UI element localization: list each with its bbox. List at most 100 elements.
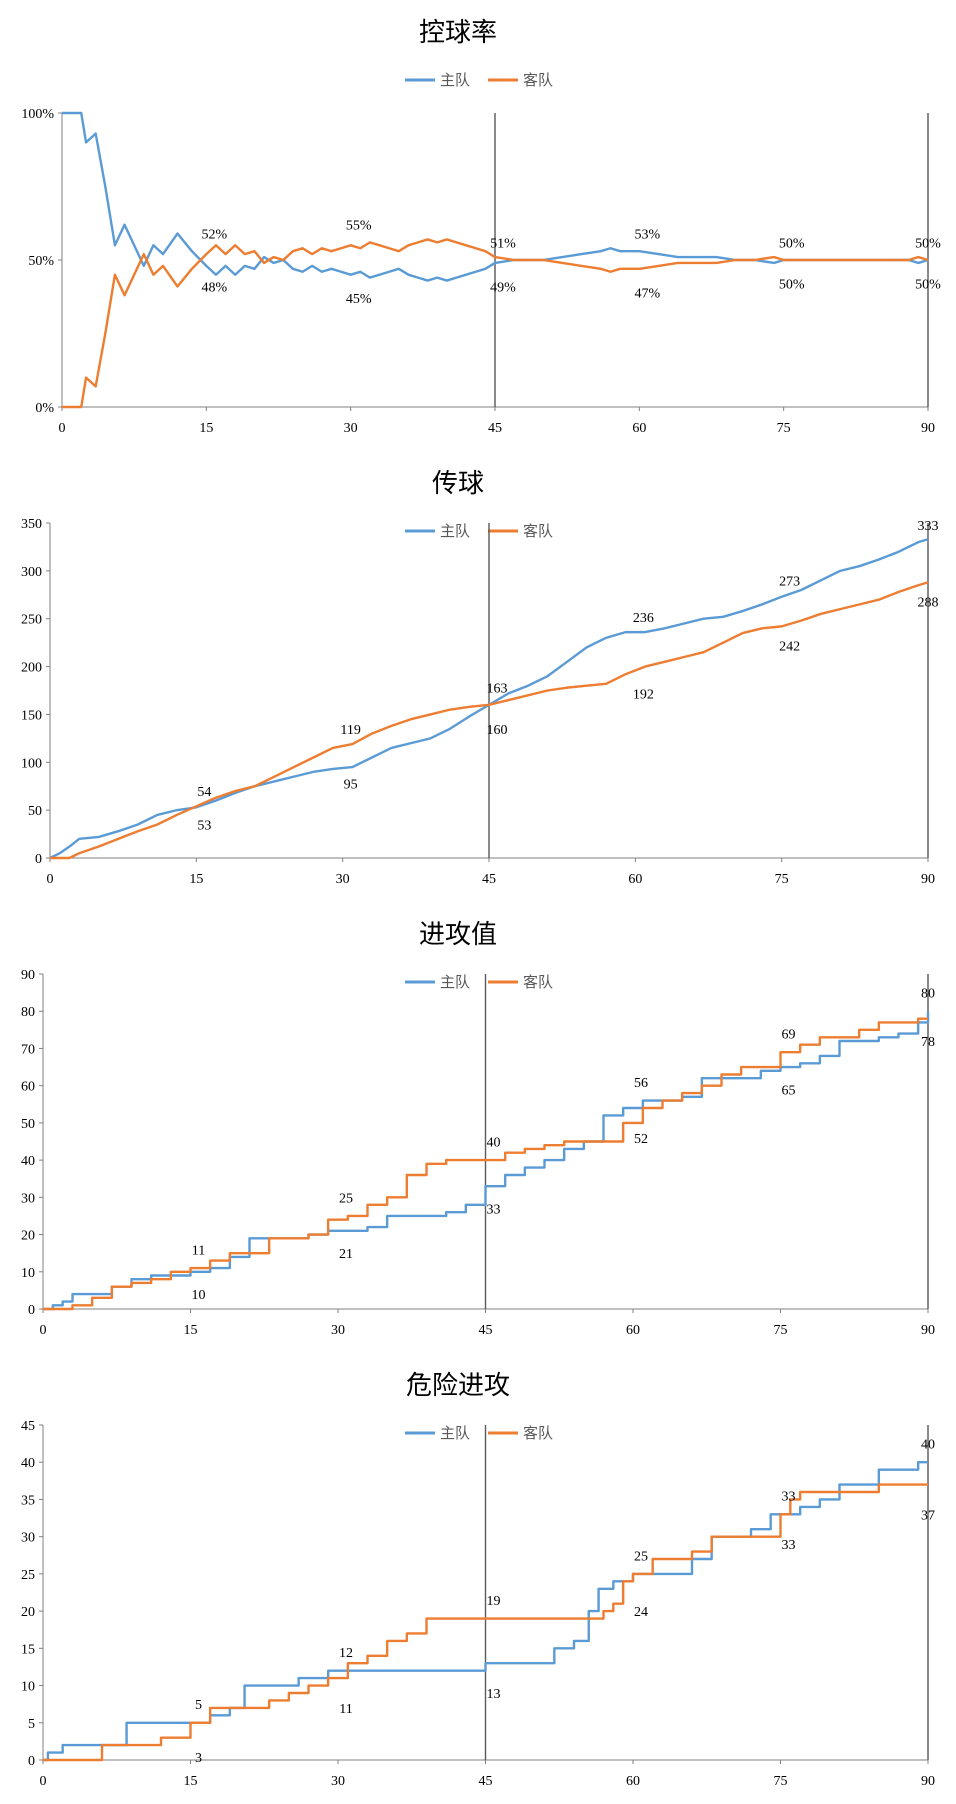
data-label: 33: [487, 1203, 501, 1218]
chart-title: 危险进攻: [406, 1371, 510, 1401]
legend-label-1: 客队: [523, 71, 553, 89]
x-tick-label: 30: [336, 872, 350, 887]
series-line-0: [43, 1011, 930, 1311]
chart-title: 传球: [432, 469, 484, 499]
x-tick-label: 45: [479, 1774, 493, 1789]
data-label: 119: [340, 723, 360, 738]
data-label: 5: [195, 1698, 202, 1713]
data-label: 25: [339, 1191, 353, 1206]
y-tick-label: 300: [21, 565, 42, 580]
y-tick-label: 25: [21, 1568, 35, 1583]
y-tick-label: 70: [21, 1042, 35, 1057]
data-label: 52: [634, 1132, 648, 1147]
x-tick-label: 60: [628, 872, 642, 887]
data-label: 192: [633, 687, 654, 702]
x-tick-label: 75: [777, 421, 791, 436]
x-tick-label: 90: [921, 1323, 935, 1338]
y-tick-label: 0: [35, 852, 42, 867]
x-tick-label: 45: [479, 1323, 493, 1338]
x-tick-label: 15: [189, 872, 203, 887]
x-tick-label: 90: [921, 1774, 935, 1789]
data-label: 53: [197, 819, 211, 834]
data-label: 49%: [490, 280, 516, 295]
data-label: 40: [921, 1438, 935, 1453]
legend: 主队 客队: [405, 522, 553, 540]
data-label: 11: [339, 1702, 352, 1717]
data-label: 10: [192, 1288, 206, 1303]
legend-label-0: 主队: [440, 973, 470, 991]
data-label: 53%: [634, 228, 660, 243]
data-label: 80: [921, 987, 935, 1002]
data-label: 24: [634, 1605, 648, 1620]
legend: 主队 客队: [405, 71, 553, 89]
y-tick-label: 350: [21, 517, 42, 532]
series-line-1: [43, 1483, 928, 1762]
data-label: 3: [195, 1751, 202, 1766]
data-label: 25: [634, 1549, 648, 1564]
y-tick-label: 100%: [21, 107, 54, 122]
legend-label-1: 客队: [523, 973, 553, 991]
data-label: 40: [487, 1136, 501, 1151]
data-label: 51%: [490, 236, 516, 251]
x-tick-label: 0: [40, 1323, 47, 1338]
x-tick-label: 30: [331, 1774, 345, 1789]
x-tick-label: 45: [482, 872, 496, 887]
series-line-0: [49, 538, 929, 860]
series-line-1: [50, 581, 929, 860]
x-tick-label: 90: [921, 872, 935, 887]
y-tick-label: 50: [28, 804, 42, 819]
y-tick-label: 150: [21, 708, 42, 723]
data-label: 288: [918, 595, 939, 610]
legend-label-1: 客队: [523, 522, 553, 540]
data-label: 95: [344, 777, 358, 792]
x-tick-label: 45: [488, 421, 502, 436]
data-label: 47%: [634, 286, 660, 301]
y-tick-label: 40: [21, 1456, 35, 1471]
y-tick-label: 0%: [35, 401, 54, 416]
data-label: 54: [197, 785, 211, 800]
data-label: 50%: [779, 236, 805, 251]
series-line-0: [43, 1461, 928, 1762]
x-tick-label: 0: [59, 421, 66, 436]
x-tick-label: 15: [184, 1774, 198, 1789]
y-tick-label: 100: [21, 756, 42, 771]
legend: 主队 客队: [405, 1424, 553, 1442]
series-line-1: [62, 238, 929, 409]
data-label: 236: [633, 611, 654, 626]
y-tick-label: 10: [21, 1680, 35, 1695]
data-label: 19: [487, 1594, 501, 1609]
y-tick-label: 30: [21, 1191, 35, 1206]
x-tick-label: 75: [774, 1323, 788, 1338]
x-tick-label: 75: [775, 872, 789, 887]
y-tick-label: 60: [21, 1080, 35, 1095]
legend-label-0: 主队: [440, 1424, 470, 1442]
x-tick-label: 60: [626, 1323, 640, 1338]
data-label: 242: [779, 640, 800, 655]
x-tick-label: 60: [632, 421, 646, 436]
y-tick-label: 40: [21, 1154, 35, 1169]
series-line-1: [43, 1017, 928, 1311]
data-label: 33: [782, 1490, 796, 1505]
data-label: 52%: [201, 228, 227, 243]
data-label: 273: [779, 574, 800, 589]
x-tick-label: 75: [774, 1774, 788, 1789]
y-tick-label: 45: [21, 1419, 35, 1434]
data-label: 160: [487, 723, 508, 738]
y-tick-label: 0: [28, 1303, 35, 1318]
x-tick-label: 0: [40, 1774, 47, 1789]
data-label: 50%: [915, 236, 941, 251]
data-label: 50%: [779, 278, 805, 293]
x-tick-label: 30: [331, 1323, 345, 1338]
data-label: 163: [487, 682, 508, 697]
x-tick-label: 15: [184, 1323, 198, 1338]
y-tick-label: 5: [28, 1717, 35, 1732]
y-tick-label: 35: [21, 1493, 35, 1508]
legend: 主队 客队: [405, 973, 553, 991]
data-label: 13: [487, 1687, 501, 1702]
y-tick-label: 200: [21, 661, 42, 676]
